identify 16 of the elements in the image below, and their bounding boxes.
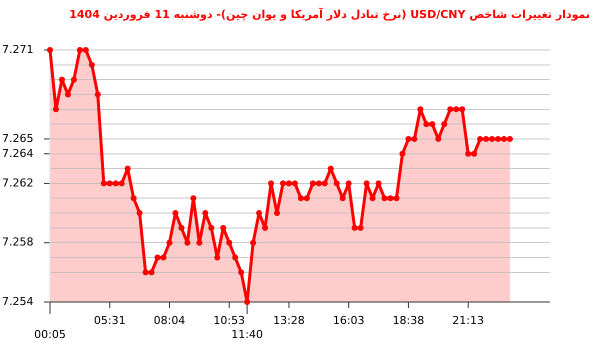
y-tick-label: 7.254: [2, 295, 34, 308]
y-tick-label: 7.271: [2, 43, 34, 56]
x-tick-label: 16:03: [332, 314, 365, 327]
x-tick-label: 11:40: [231, 328, 263, 341]
y-tick-label: 7.264: [2, 146, 34, 160]
x-tick-label: 18:38: [392, 314, 424, 327]
x-tick-label: 00:05: [34, 328, 66, 341]
chart-title: نمودار تغییرات شاخص USD/CNY (نرخ تبادل دلار آمریکا و یوان چین)- دوشنبه 11 فروردین 1404: [69, 7, 590, 21]
x-tick-label: 08:04: [154, 314, 186, 327]
x-tick-label: 21:13: [452, 314, 484, 327]
y-tick-label: 7.265: [2, 132, 34, 145]
y-tick-label: 7.262: [2, 176, 34, 190]
x-tick-label: 13:28: [273, 314, 305, 327]
x-tick-label: 10:53: [213, 314, 246, 327]
y-tick-label: 7.258: [2, 236, 34, 249]
x-tick-label: 05:31: [94, 314, 126, 327]
